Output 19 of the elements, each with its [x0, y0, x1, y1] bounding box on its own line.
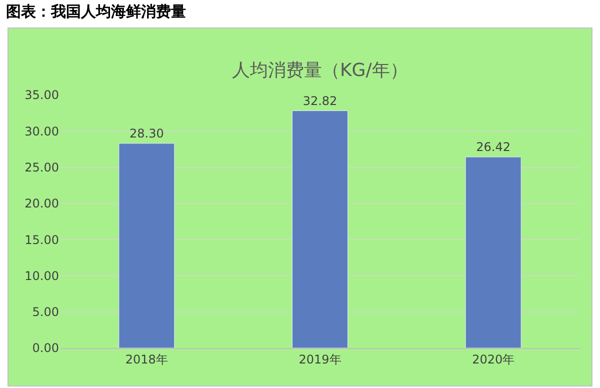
y-tick-label: 0.00: [32, 341, 59, 356]
bar: [118, 143, 175, 348]
x-tick-label: 2019年: [298, 352, 342, 366]
x-tick-label: 2020年: [472, 352, 515, 366]
y-tick-label: 20.00: [24, 196, 59, 211]
bar: [465, 156, 522, 348]
bar: [292, 110, 348, 348]
y-tick-label: 35.00: [24, 88, 59, 102]
chart-title: 图表：我国人均海鲜消费量: [6, 2, 186, 20]
y-tick-label: 5.00: [32, 305, 59, 320]
chart-subtitle: 人均消费量（KG/年）: [232, 60, 408, 81]
x-tick-label: 2018年: [125, 352, 168, 366]
y-tick-label: 25.00: [24, 160, 59, 174]
data-label: 28.30: [129, 126, 164, 140]
data-label: 32.82: [302, 94, 338, 108]
y-tick-label: 15.00: [24, 232, 59, 247]
y-tick-label: 10.00: [24, 268, 59, 283]
y-tick-label: 30.00: [24, 124, 59, 138]
data-label: 26.42: [476, 140, 511, 154]
